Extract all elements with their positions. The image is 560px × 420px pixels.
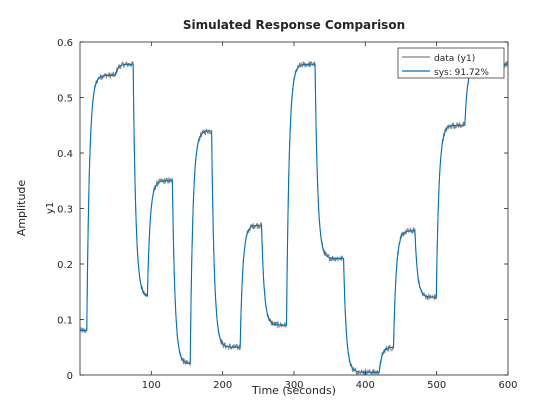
y-tick-label: 0 xyxy=(67,371,73,382)
y-tick-label: 0.6 xyxy=(57,38,73,49)
x-tick-label: 400 xyxy=(356,380,375,391)
x-tick-label: 500 xyxy=(427,380,446,391)
x-tick-label: 100 xyxy=(142,380,161,391)
chart-title: Simulated Response Comparison xyxy=(183,18,405,32)
legend: data (y1) sys: 91.72% xyxy=(397,47,505,79)
y-tick-label: 0.2 xyxy=(57,260,73,271)
x-tick-label: 300 xyxy=(284,380,303,391)
y-axis-label: Amplitude xyxy=(15,180,28,237)
series-layer xyxy=(80,59,508,375)
y-tick-label: 0.5 xyxy=(57,94,73,105)
plot-area: 100 200 300 400 500 600 0 0.1 0.2 0.3 0.4 0.5 0.6 xyxy=(57,38,517,391)
x-tick-label: 600 xyxy=(498,380,517,391)
axes-box xyxy=(79,41,509,376)
channel-label: y1 xyxy=(45,202,56,214)
x-axis-label: Time (seconds) xyxy=(251,384,336,397)
y-tick-label: 0.1 xyxy=(57,316,73,327)
y-tick-label: 0.3 xyxy=(57,205,73,216)
legend-box xyxy=(397,47,505,79)
legend-label-sys: sys: 91.72% xyxy=(434,68,489,78)
series-line-sys xyxy=(80,63,508,373)
legend-label-data: data (y1) xyxy=(434,54,475,64)
ticks-layer: 100 200 300 400 500 600 0 0.1 0.2 0.3 0.4 0.5 0.6 xyxy=(57,38,517,391)
x-tick-label: 200 xyxy=(213,380,232,391)
y-tick-label: 0.4 xyxy=(57,149,73,160)
